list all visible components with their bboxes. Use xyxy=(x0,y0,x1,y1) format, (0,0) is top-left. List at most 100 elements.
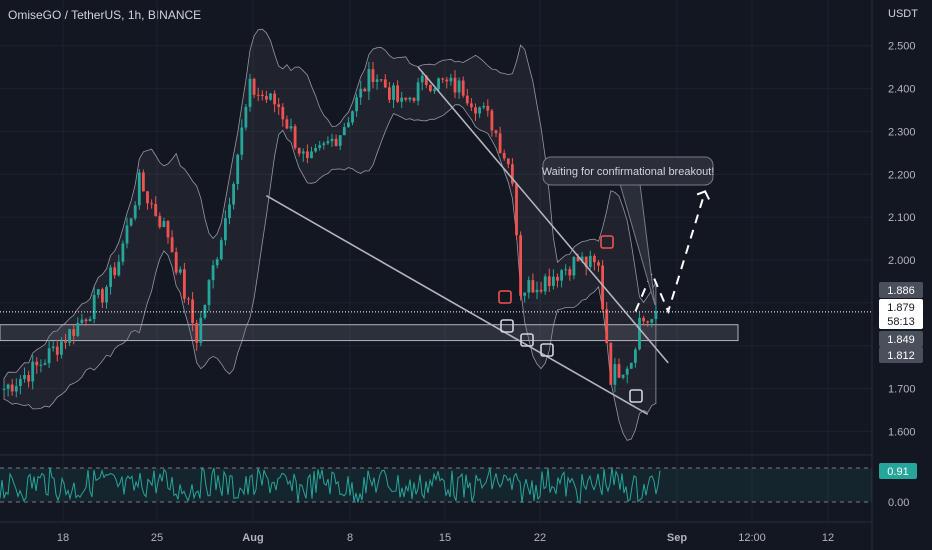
callout-text: Waiting for confirmational breakout! xyxy=(542,166,715,178)
price-badge-high: 1.886 xyxy=(879,282,923,298)
candle-body xyxy=(453,77,457,93)
candle-body xyxy=(461,80,465,96)
price-badges: 1.886 1.879 58:13 1.849 1.812 0.91 xyxy=(879,282,923,479)
candle-body xyxy=(498,133,502,154)
thumb-shape xyxy=(500,319,514,333)
candle-body xyxy=(84,319,88,322)
time-axis[interactable]: 18 25 Aug 8 15 22 Sep 12:00 12 xyxy=(57,532,834,544)
candle-body xyxy=(564,269,568,271)
candle-body xyxy=(416,82,420,101)
candle-body xyxy=(51,346,55,349)
price-badge-label: 1.812 xyxy=(887,350,915,362)
candle-body xyxy=(158,215,162,228)
candle-body xyxy=(162,221,166,228)
price-badge-label: 1.886 xyxy=(887,285,915,297)
price-axis[interactable]: 2.5002.4002.3002.2002.1002.0001.9001.800… xyxy=(888,41,916,509)
thumbs-up-icon xyxy=(520,333,534,347)
candle-body xyxy=(482,105,486,108)
candle-body xyxy=(342,126,346,136)
candle-body xyxy=(183,269,186,299)
thumbs-down-icon xyxy=(498,290,512,304)
candle-body xyxy=(523,292,527,296)
price-tick-label: 2.400 xyxy=(888,84,916,96)
price-tick-label: 2.500 xyxy=(888,41,916,53)
candle-body xyxy=(359,88,363,98)
candle-body xyxy=(60,341,63,355)
candle-body xyxy=(121,243,125,262)
thumbs-up-icon xyxy=(540,343,554,357)
candle-body xyxy=(236,154,240,184)
candle-body xyxy=(519,235,522,296)
oscillator-value-badge: 0.91 xyxy=(879,463,917,479)
candle-body xyxy=(273,93,276,105)
support-zone xyxy=(0,324,739,342)
candle-body xyxy=(260,94,264,97)
candle-body xyxy=(2,388,6,390)
price-badge-zone-top: 1.849 xyxy=(879,331,923,347)
candle-body xyxy=(388,87,391,100)
candle-body xyxy=(105,286,108,303)
price-tick-label: 1.700 xyxy=(888,384,916,396)
candle-body xyxy=(301,151,305,154)
candle-body xyxy=(383,79,387,88)
candle-body xyxy=(642,317,645,322)
candle-body xyxy=(605,309,609,344)
candle-body xyxy=(470,103,473,108)
candle-body xyxy=(88,318,92,322)
price-tick-label: 2.000 xyxy=(888,255,916,267)
candle-body xyxy=(277,104,281,108)
candle-body xyxy=(638,317,641,350)
candle-body xyxy=(256,94,260,96)
candle-body xyxy=(629,362,633,369)
candle-body xyxy=(35,361,39,366)
oscillator-band xyxy=(0,468,872,502)
candle-body xyxy=(187,298,190,300)
trendlines xyxy=(0,66,872,415)
thumbs-down-icon xyxy=(600,235,614,249)
candle-body xyxy=(547,276,551,287)
candle-body xyxy=(437,78,440,90)
candle-body xyxy=(576,256,580,262)
time-tick-label: 18 xyxy=(57,532,69,544)
candle-body xyxy=(355,97,358,112)
candle-body xyxy=(613,364,617,385)
candle-body xyxy=(39,364,43,366)
candle-body xyxy=(351,111,354,123)
candle-body xyxy=(367,69,371,92)
projection-arrowhead xyxy=(696,190,710,200)
candle-body xyxy=(129,218,133,226)
candle-body xyxy=(318,145,322,148)
trendline xyxy=(266,195,649,415)
candle-body xyxy=(617,364,621,378)
candle-body xyxy=(502,153,506,159)
candle-body xyxy=(506,158,510,165)
candle-body xyxy=(314,147,317,152)
price-badge-countdown: 58:13 xyxy=(879,313,923,329)
oscillator-badge-label: 0.91 xyxy=(887,466,908,478)
candle-body xyxy=(490,110,494,131)
candle-body xyxy=(478,107,481,114)
candle-body xyxy=(19,379,22,387)
candle-body xyxy=(621,374,625,378)
candle-body xyxy=(178,269,182,273)
candle-body xyxy=(650,319,654,323)
candle-body xyxy=(424,75,428,86)
oscillator-line xyxy=(0,467,661,505)
trade-markers xyxy=(498,235,643,403)
candle-body xyxy=(515,183,518,236)
candle-body xyxy=(322,143,326,146)
candle-body xyxy=(429,85,432,92)
candle-body xyxy=(580,256,584,262)
candle-body xyxy=(338,135,342,146)
candle-body xyxy=(441,78,445,80)
candle-body xyxy=(154,203,158,216)
candle-body xyxy=(334,138,338,146)
candle-body xyxy=(588,255,592,267)
price-tick-label: 2.200 xyxy=(888,169,916,181)
candle-body xyxy=(248,78,252,107)
candle-body xyxy=(556,276,559,281)
time-tick-label: 25 xyxy=(151,532,163,544)
candle-body xyxy=(552,276,555,287)
price-badge-bg xyxy=(879,331,923,347)
